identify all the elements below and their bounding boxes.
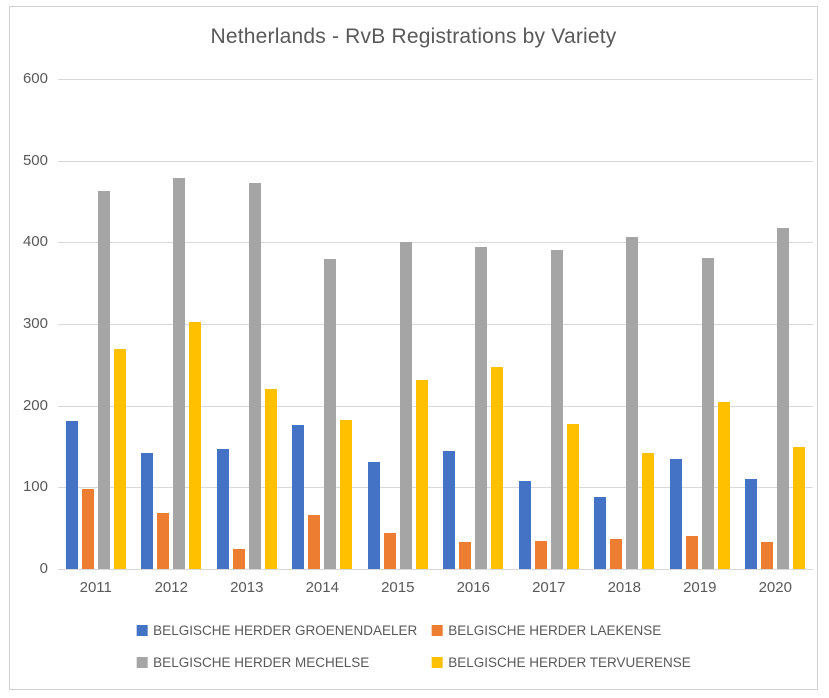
bar-belgische-herder-laekense-2017	[534, 541, 547, 569]
x-tick-label: 2016	[456, 579, 490, 596]
bar-belgische-herder-groenendaeler-2013	[216, 448, 229, 569]
bar-belgische-herder-groenendaeler-2015	[367, 462, 380, 569]
y-tick-label: 200	[22, 396, 48, 414]
chart-frame: Netherlands - RvB Registrations by Varie…	[9, 6, 818, 690]
bar-group-2014	[285, 79, 361, 569]
x-tick-label: 2017	[532, 579, 566, 596]
bar-belgische-herder-mechelse-2011	[97, 190, 110, 569]
legend-label: BELGISCHE HERDER MECHELSE	[153, 655, 370, 670]
bar-belgische-herder-tervuerense-2020	[793, 446, 806, 569]
y-tick-label: 500	[22, 151, 48, 169]
bar-belgische-herder-laekense-2013	[232, 549, 245, 569]
x-tick-label: 2018	[607, 579, 641, 596]
plot-area: 0 100 200 300 400 500 600	[23, 70, 813, 577]
bar-belgische-herder-laekense-2019	[685, 535, 698, 569]
x-tick-label: 2013	[230, 579, 264, 596]
bar-belgische-herder-tervuerense-2018	[642, 453, 655, 569]
chart-legend: BELGISCHE HERDER GROENENDAELER BELGISCHE…	[136, 623, 691, 670]
legend-swatch-icon	[136, 625, 148, 636]
bar-belgische-herder-laekense-2018	[610, 538, 623, 569]
bar-belgische-herder-mechelse-2017	[550, 249, 563, 569]
gridline	[58, 405, 813, 407]
legend-item-laekense: BELGISCHE HERDER LAEKENSE	[431, 623, 691, 638]
bar-belgische-herder-groenendaeler-2014	[292, 425, 305, 569]
gridline	[58, 79, 813, 80]
bar-belgische-herder-mechelse-2019	[701, 257, 714, 569]
bar-belgische-herder-laekense-2012	[157, 513, 170, 569]
x-tick-label: 2020	[758, 579, 792, 596]
bar-series-layer	[58, 79, 813, 569]
y-tick-label: 400	[22, 233, 48, 251]
legend-item-tervuerense: BELGISCHE HERDER TERVUERENSE	[431, 655, 691, 670]
bar-belgische-herder-tervuerense-2012	[189, 322, 202, 569]
y-tick-label: 0	[39, 560, 48, 577]
bar-belgische-herder-laekense-2015	[383, 533, 396, 569]
bar-belgische-herder-groenendaeler-2020	[745, 479, 758, 569]
chart-title: Netherlands - RvB Registrations by Varie…	[210, 25, 617, 48]
bar-belgische-herder-mechelse-2018	[626, 236, 639, 569]
y-tick-label: 600	[22, 70, 48, 87]
bar-belgische-herder-tervuerense-2013	[264, 389, 277, 569]
x-tick-label: 2014	[305, 579, 339, 596]
bar-belgische-herder-mechelse-2013	[248, 182, 261, 569]
bar-group-2012	[134, 79, 210, 569]
bar-belgische-herder-mechelse-2014	[324, 259, 337, 569]
x-tick-label: 2012	[154, 579, 188, 596]
x-tick-label: 2011	[79, 579, 112, 596]
y-tick-label: 100	[22, 478, 48, 496]
bar-group-2011	[58, 79, 134, 569]
bar-belgische-herder-mechelse-2020	[777, 227, 790, 569]
bar-belgische-herder-laekense-2016	[459, 542, 472, 569]
bar-belgische-herder-groenendaeler-2017	[518, 480, 531, 569]
x-tick-label: 2015	[381, 579, 415, 596]
legend-swatch-icon	[136, 657, 148, 668]
bar-group-2013	[209, 79, 285, 569]
legend-label: BELGISCHE HERDER LAEKENSE	[448, 623, 662, 638]
bar-belgische-herder-groenendaeler-2011	[65, 421, 78, 569]
legend-item-mechelse: BELGISCHE HERDER MECHELSE	[136, 655, 417, 670]
bar-belgische-herder-tervuerense-2016	[491, 367, 504, 569]
bar-belgische-herder-tervuerense-2017	[566, 424, 579, 569]
bar-group-2020	[738, 79, 814, 569]
bar-belgische-herder-laekense-2011	[81, 488, 94, 569]
bar-belgische-herder-tervuerense-2011	[113, 348, 126, 569]
bar-belgische-herder-groenendaeler-2018	[594, 497, 607, 569]
gridline	[58, 324, 813, 325]
legend-item-groenendaeler: BELGISCHE HERDER GROENENDAELER	[136, 623, 417, 638]
gridline	[58, 160, 813, 162]
bar-belgische-herder-tervuerense-2019	[717, 401, 730, 569]
bar-belgische-herder-laekense-2020	[761, 542, 774, 569]
bar-group-2018	[587, 79, 663, 569]
bar-belgische-herder-groenendaeler-2016	[443, 450, 456, 569]
bar-group-2017	[511, 79, 587, 569]
x-axis-labels: 2011 2012 2013 2014 2015 2016 2017 2018 2019 2020	[58, 579, 813, 596]
legend-swatch-icon	[431, 625, 443, 636]
legend-label: BELGISCHE HERDER TERVUERENSE	[448, 655, 691, 670]
x-tick-label: 2019	[683, 579, 717, 596]
bar-group-2019	[662, 79, 738, 569]
gridline	[58, 487, 813, 489]
bar-group-2015	[360, 79, 436, 569]
bar-belgische-herder-tervuerense-2015	[415, 380, 428, 569]
bar-belgische-herder-tervuerense-2014	[340, 419, 353, 569]
bar-belgische-herder-mechelse-2015	[399, 241, 412, 569]
gridline	[58, 242, 813, 244]
bar-belgische-herder-mechelse-2016	[475, 247, 488, 569]
y-tick-label: 300	[22, 315, 48, 332]
bar-belgische-herder-laekense-2014	[308, 515, 321, 569]
gridline	[58, 569, 813, 570]
legend-label: BELGISCHE HERDER GROENENDAELER	[153, 623, 418, 638]
bar-belgische-herder-mechelse-2012	[173, 177, 186, 569]
bar-belgische-herder-groenendaeler-2019	[669, 458, 682, 569]
legend-swatch-icon	[431, 657, 443, 668]
bar-belgische-herder-groenendaeler-2012	[141, 453, 154, 569]
bar-group-2016	[436, 79, 512, 569]
